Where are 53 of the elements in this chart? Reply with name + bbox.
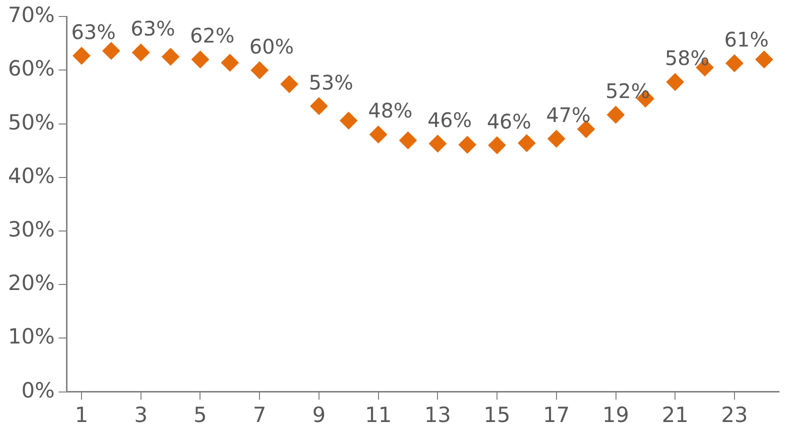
data-label: 46% xyxy=(486,109,532,134)
y-tick-label: 60% xyxy=(8,56,55,81)
point xyxy=(72,46,91,65)
data-label: 61% xyxy=(724,27,769,52)
point xyxy=(547,130,566,148)
data-label: 53% xyxy=(308,70,354,94)
data-label: 52% xyxy=(606,78,650,103)
y-tick-label: 30% xyxy=(8,217,55,242)
data-label: 62% xyxy=(190,24,234,48)
point xyxy=(755,50,774,68)
point xyxy=(280,75,298,94)
data-label: 60% xyxy=(249,34,294,58)
point xyxy=(428,134,447,153)
point xyxy=(606,106,625,124)
point xyxy=(220,54,239,72)
point xyxy=(725,54,744,72)
data-label: 46% xyxy=(427,108,472,132)
x-tick-label: 21 xyxy=(662,402,688,427)
y-tick-label: 40% xyxy=(8,164,55,188)
point xyxy=(162,48,180,66)
data-label: 63% xyxy=(130,16,176,41)
data-label: 48% xyxy=(368,98,413,123)
point xyxy=(518,134,536,152)
x-tick-label: 3 xyxy=(134,402,148,427)
x-tick-label: 9 xyxy=(312,402,326,427)
point xyxy=(340,112,358,130)
point xyxy=(132,44,150,62)
point xyxy=(191,50,210,68)
point xyxy=(250,61,269,80)
y-tick-label: 70% xyxy=(8,3,55,28)
x-tick-label: 5 xyxy=(194,402,207,427)
y-tick-label: 50% xyxy=(8,110,55,134)
y-tick-label: 20% xyxy=(8,271,55,296)
point xyxy=(399,131,417,150)
point xyxy=(102,42,120,60)
data-label: 58% xyxy=(664,46,710,70)
point xyxy=(310,97,328,116)
x-tick-label: 15 xyxy=(484,402,510,427)
x-tick-label: 1 xyxy=(74,402,88,427)
x-tick-label: 23 xyxy=(721,402,748,427)
point xyxy=(369,126,388,144)
data-label: 63% xyxy=(71,20,116,44)
data-label: 47% xyxy=(546,103,591,128)
x-tick-label: 13 xyxy=(424,402,452,427)
x-tick-label: 17 xyxy=(543,402,570,427)
point xyxy=(666,72,684,91)
x-tick-label: 11 xyxy=(364,402,392,427)
y-tick-label: 10% xyxy=(8,324,55,349)
x-tick-label: 7 xyxy=(252,402,266,427)
point xyxy=(458,136,476,154)
x-tick-label: 19 xyxy=(602,402,630,427)
y-tick-label: 0% xyxy=(21,378,55,402)
point xyxy=(488,136,506,154)
